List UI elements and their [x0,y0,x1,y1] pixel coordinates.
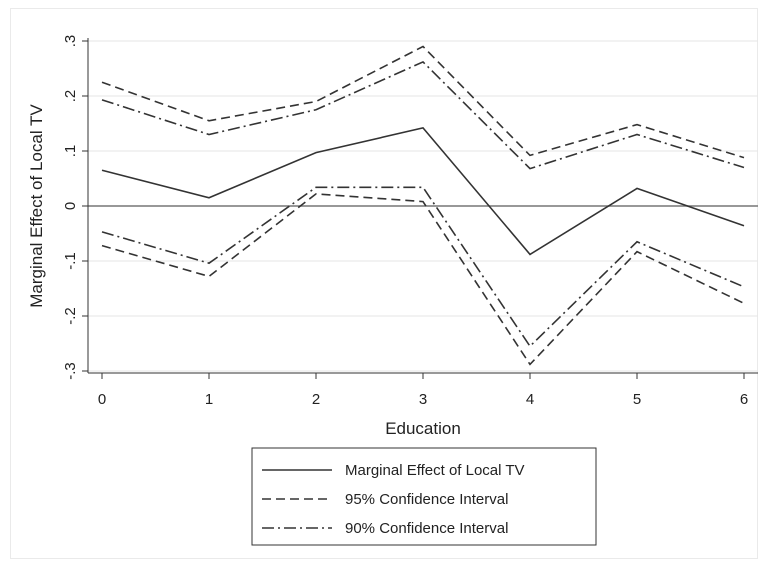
y-tick-label: 0 [62,202,79,210]
x-tick-label: 5 [633,391,641,408]
x-tick-label: 2 [312,391,320,408]
series-lines [101,45,745,366]
y-tick-label: .2 [62,90,79,103]
x-tick-label: 6 [740,391,748,408]
gridlines [88,40,758,372]
legend-label: 95% Confidence Interval [345,491,508,508]
series-line-1 [101,127,745,256]
series-line-3 [101,193,745,366]
series-line-5 [101,186,745,348]
y-tick-label: .1 [62,145,79,158]
legend-box [251,447,597,546]
x-tick-label: 3 [419,391,427,408]
legend-label: 90% Confidence Interval [345,520,508,537]
y-tick-label: -.2 [62,307,79,325]
y-tick-label: -.1 [62,252,79,270]
x-axis-label: Education [385,419,461,438]
legend: Marginal Effect of Local TV 95% Confidenc… [251,447,597,546]
series-line-2 [101,45,745,159]
axes: -.3 -.2 -.1 0 .1 .2 .3 0 1 2 3 4 5 6 [62,35,758,408]
y-tick-label: .3 [62,35,79,48]
series-line-4 [101,60,745,170]
y-axis-label: Marginal Effect of Local TV [27,104,46,308]
x-tick-label: 1 [205,391,213,408]
x-tick-label: 0 [98,391,106,408]
x-tick-label: 4 [526,391,534,408]
legend-label: Marginal Effect of Local TV [345,462,525,479]
y-tick-label: -.3 [62,362,79,380]
